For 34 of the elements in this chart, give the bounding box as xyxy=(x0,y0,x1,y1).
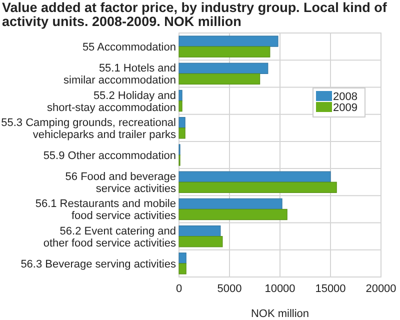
x-tick-label: 5000 xyxy=(217,283,242,295)
bar xyxy=(178,100,182,112)
x-tick-label: 10000 xyxy=(264,283,296,295)
bar xyxy=(178,46,270,58)
legend-label: 2009 xyxy=(333,102,358,114)
bar xyxy=(178,128,186,139)
bar xyxy=(178,182,337,193)
y-tick-label: 55.2 Holiday and short-stay accommodation xyxy=(47,90,176,114)
bar xyxy=(178,263,186,274)
x-axis-title: NOK million xyxy=(250,308,310,320)
bar xyxy=(178,236,223,248)
bar xyxy=(178,117,186,128)
bar xyxy=(178,252,186,264)
bar xyxy=(178,198,282,210)
y-tick-label: 55.9 Other accommodation xyxy=(43,150,176,162)
bar xyxy=(178,90,182,102)
bar xyxy=(178,62,268,74)
legend-label: 2008 xyxy=(333,91,358,103)
y-tick-label: 55 Accommodation xyxy=(82,42,176,54)
y-tick-label: 56.1 Restaurants and mobile food service activities xyxy=(35,198,176,222)
chart-title: Value added at factor price, by industry group. Local kind of activity units. 2008-2009. NOK million xyxy=(2,0,388,29)
x-tick-label: 0 xyxy=(176,283,182,295)
x-tick-label: 20000 xyxy=(366,283,396,295)
y-tick-label: 56.2 Event catering and other food service activities xyxy=(43,225,176,250)
bar xyxy=(178,36,278,47)
bar xyxy=(178,208,288,220)
y-tick-label: 55.1 Hotels and similar accommodation xyxy=(64,62,176,87)
y-tick-label: 55.3 Camping grounds, recreational vehicleparks and trailer parks xyxy=(1,116,176,141)
bar xyxy=(178,171,331,182)
y-tick-label: 56.3 Beverage serving activities xyxy=(20,258,176,270)
bar xyxy=(178,225,221,237)
x-tick-label: 15000 xyxy=(315,283,346,295)
bar xyxy=(178,73,260,85)
y-tick-label: 56 Food and beverage service activities xyxy=(65,171,176,196)
